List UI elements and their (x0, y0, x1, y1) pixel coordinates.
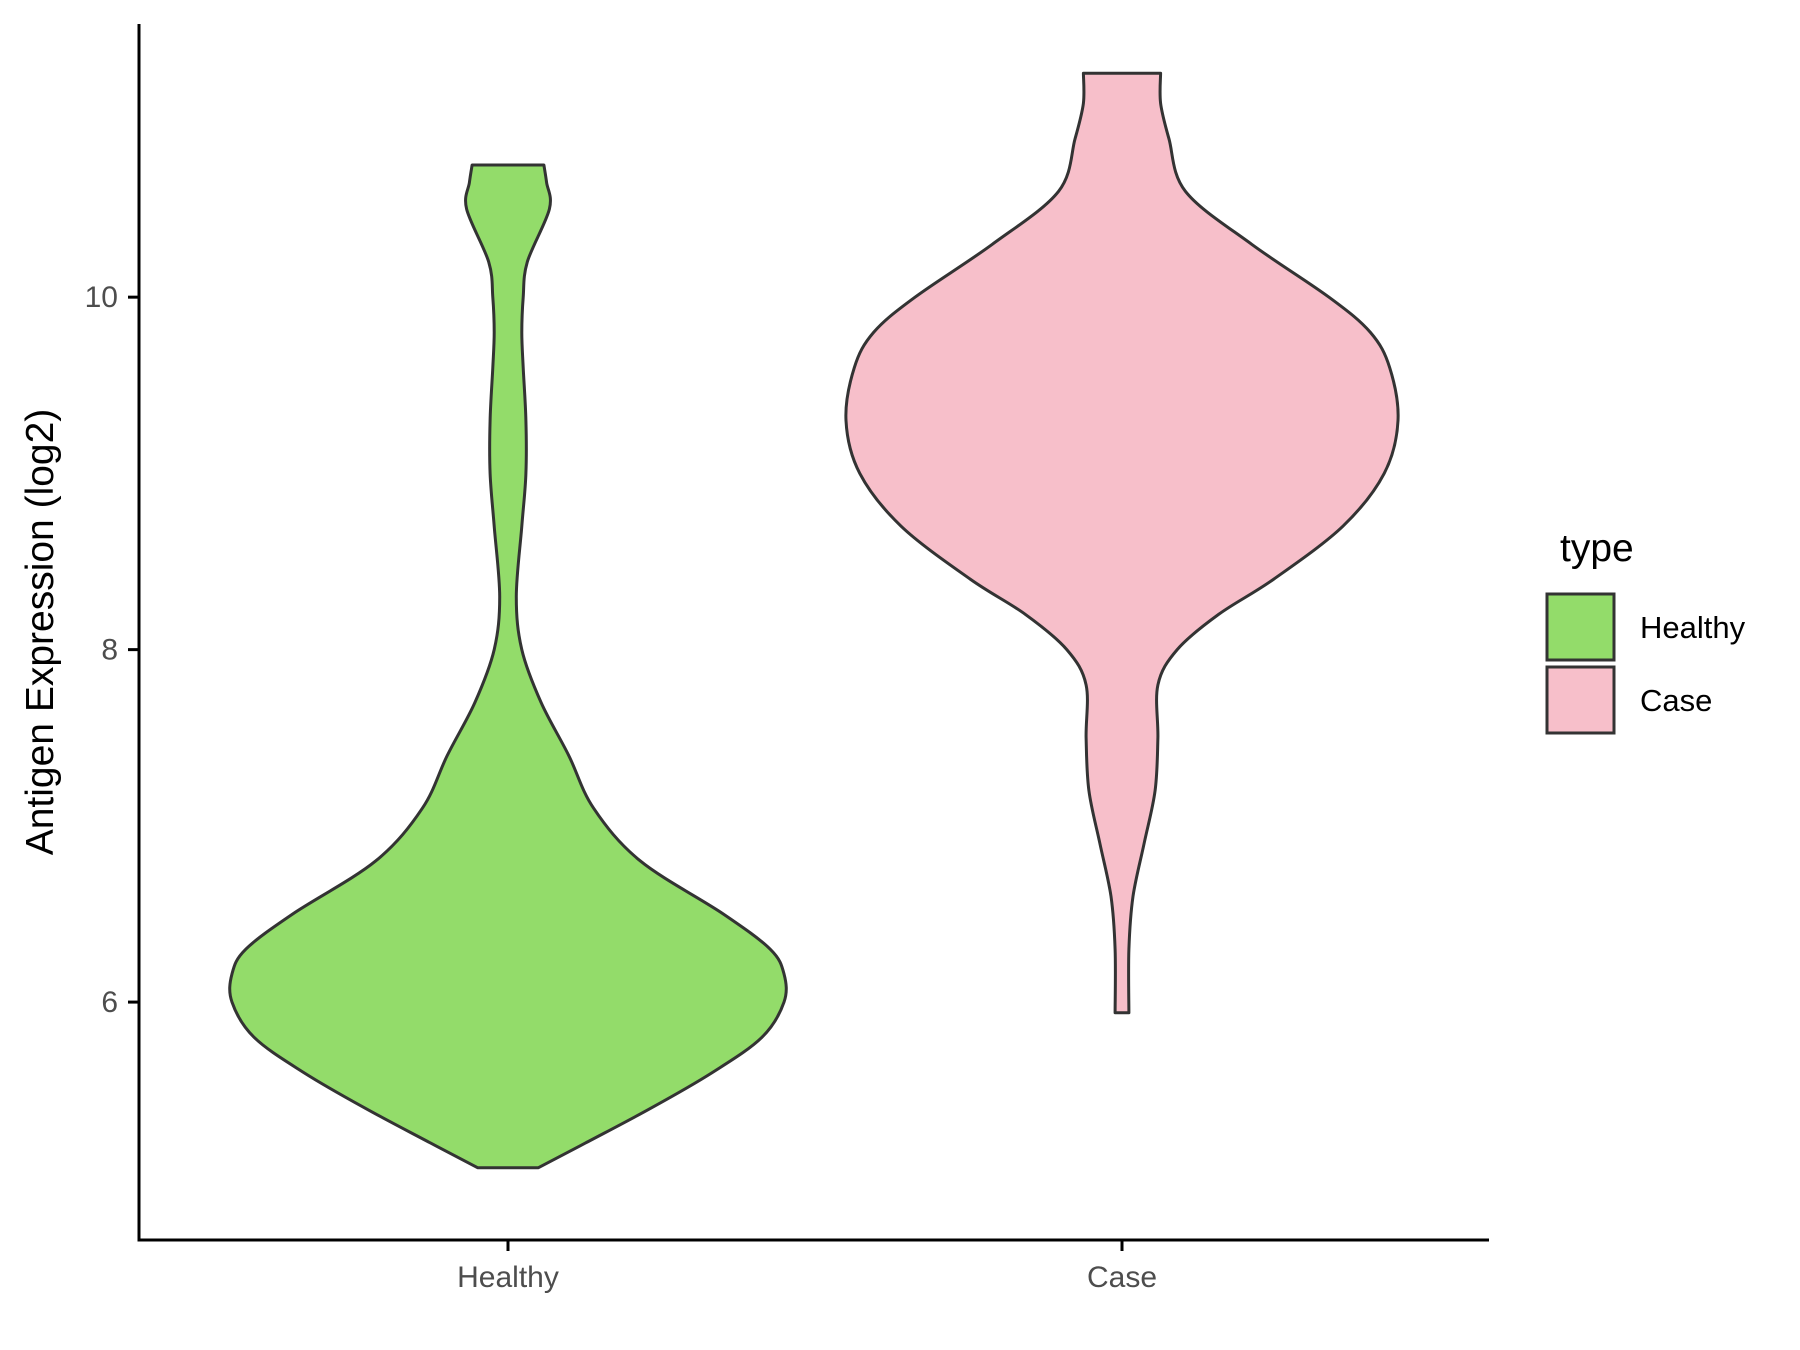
y-tick-label: 8 (101, 634, 118, 667)
y-axis-title: Antigen Expression (log2) (19, 409, 62, 856)
y-tick-label: 6 (101, 986, 118, 1019)
violin-layer (228, 71, 1400, 1170)
legend-key-healthy (1545, 592, 1616, 662)
x-tick-label: Healthy (457, 1261, 559, 1294)
violin-case (844, 71, 1400, 1015)
y-tick-label: 10 (85, 281, 118, 314)
violin-healthy (228, 163, 788, 1170)
legend-label: Case (1640, 683, 1712, 718)
legend-label: Healthy (1640, 610, 1746, 645)
y-axis-ticks: 6 8 10 (85, 281, 139, 1019)
x-tick-label: Case (1087, 1261, 1157, 1294)
legend: type Healthy Case (1545, 527, 1746, 735)
legend-title: type (1560, 527, 1634, 570)
legend-key-case (1545, 665, 1616, 735)
x-axis-ticks: Healthy Case (457, 1240, 1157, 1294)
